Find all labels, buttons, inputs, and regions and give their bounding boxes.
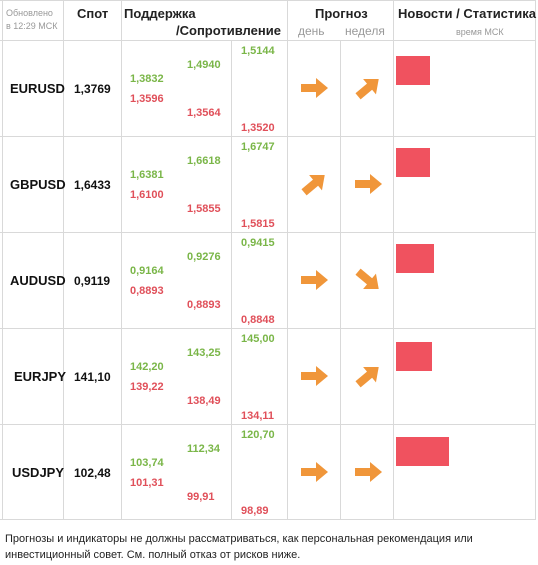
spot-header: Спот xyxy=(77,6,109,21)
grid-line xyxy=(287,0,288,520)
support-2: 112,34 xyxy=(187,443,221,455)
symbol: USDJPY xyxy=(12,465,65,480)
grid-line xyxy=(63,0,64,520)
grid-line xyxy=(340,40,341,520)
news-bar xyxy=(396,437,449,466)
week-header: неделя xyxy=(345,24,385,38)
day-forecast-arrow-icon xyxy=(296,454,332,490)
day-forecast-arrow-icon xyxy=(296,70,332,106)
week-forecast-arrow-icon xyxy=(350,262,386,298)
spot-value: 0,9119 xyxy=(74,274,111,288)
news-bar xyxy=(396,56,430,85)
support-2: 1,6618 xyxy=(187,155,221,167)
resistance-3: 134,11 xyxy=(241,410,275,422)
news-header: Новости / Статистика xyxy=(398,6,537,21)
resistance-1: 139,22 xyxy=(130,381,164,393)
resistance-3: 0,8848 xyxy=(241,314,275,326)
day-forecast-arrow-icon xyxy=(296,166,332,202)
updated-label: Обновлено xyxy=(6,8,53,18)
support-3: 1,5144 xyxy=(241,45,275,57)
resistance-1: 101,31 xyxy=(130,477,164,489)
news-bar xyxy=(396,342,432,371)
symbol: AUDUSD xyxy=(10,273,66,288)
symbol: EURJPY xyxy=(14,369,67,384)
resistance-1: 1,6100 xyxy=(130,189,164,201)
support-2: 0,9276 xyxy=(187,251,221,263)
news-bar xyxy=(396,244,434,273)
week-forecast-arrow-icon xyxy=(350,166,386,202)
updated-time: в 12:29 МСК xyxy=(6,21,58,31)
spot-value: 102,48 xyxy=(74,466,111,480)
resistance-2: 138,49 xyxy=(187,395,221,407)
week-forecast-arrow-icon xyxy=(350,358,386,394)
support-3: 0,9415 xyxy=(241,237,275,249)
day-header: день xyxy=(298,24,325,38)
support-1: 1,6381 xyxy=(130,169,164,181)
forecast-header: Прогноз xyxy=(315,6,368,21)
resistance-2: 99,91 xyxy=(187,491,215,503)
week-forecast-arrow-icon xyxy=(350,70,386,106)
grid-line xyxy=(121,0,122,520)
support-2: 1,4940 xyxy=(187,59,221,71)
grid-line xyxy=(2,0,3,520)
symbol: GBPUSD xyxy=(10,177,66,192)
support-1: 103,74 xyxy=(130,457,164,469)
support-3: 1,6747 xyxy=(241,141,275,153)
support-1: 0,9164 xyxy=(130,265,164,277)
resistance-2: 0,8893 xyxy=(187,299,221,311)
resistance-2: 1,5855 xyxy=(187,203,221,215)
grid-line xyxy=(231,40,232,520)
resistance-header: /Сопротивление xyxy=(176,23,281,38)
grid-line xyxy=(0,0,536,1)
spot-value: 141,10 xyxy=(74,370,111,384)
resistance-1: 1,3596 xyxy=(130,93,164,105)
resistance-3: 1,3520 xyxy=(241,122,275,134)
resistance-3: 98,89 xyxy=(241,505,269,517)
resistance-3: 1,5815 xyxy=(241,218,275,230)
grid-line xyxy=(0,40,536,41)
support-header: Поддержка xyxy=(124,6,196,21)
news-subheader: время МСК xyxy=(456,27,504,37)
resistance-2: 1,3564 xyxy=(187,107,221,119)
support-3: 120,70 xyxy=(241,429,275,441)
spot-value: 1,3769 xyxy=(74,82,111,96)
support-1: 142,20 xyxy=(130,361,164,373)
day-forecast-arrow-icon xyxy=(296,262,332,298)
resistance-1: 0,8893 xyxy=(130,285,164,297)
grid-line xyxy=(0,328,536,329)
day-forecast-arrow-icon xyxy=(296,358,332,394)
support-2: 143,25 xyxy=(187,347,221,359)
grid-line xyxy=(0,232,536,233)
week-forecast-arrow-icon xyxy=(350,454,386,490)
grid-line xyxy=(393,0,394,520)
spot-value: 1,6433 xyxy=(74,178,111,192)
symbol: EURUSD xyxy=(10,81,65,96)
grid-line xyxy=(0,136,536,137)
news-bar xyxy=(396,148,430,177)
support-3: 145,00 xyxy=(241,333,275,345)
grid-line xyxy=(0,424,536,425)
grid-line xyxy=(0,519,536,520)
grid-line xyxy=(535,0,536,520)
disclaimer: Прогнозы и индикаторы не должны рассматр… xyxy=(5,533,473,561)
support-1: 1,3832 xyxy=(130,73,164,85)
forex-table: Обновлено в 12:29 МСК Спот Поддержка /Со… xyxy=(0,0,536,520)
